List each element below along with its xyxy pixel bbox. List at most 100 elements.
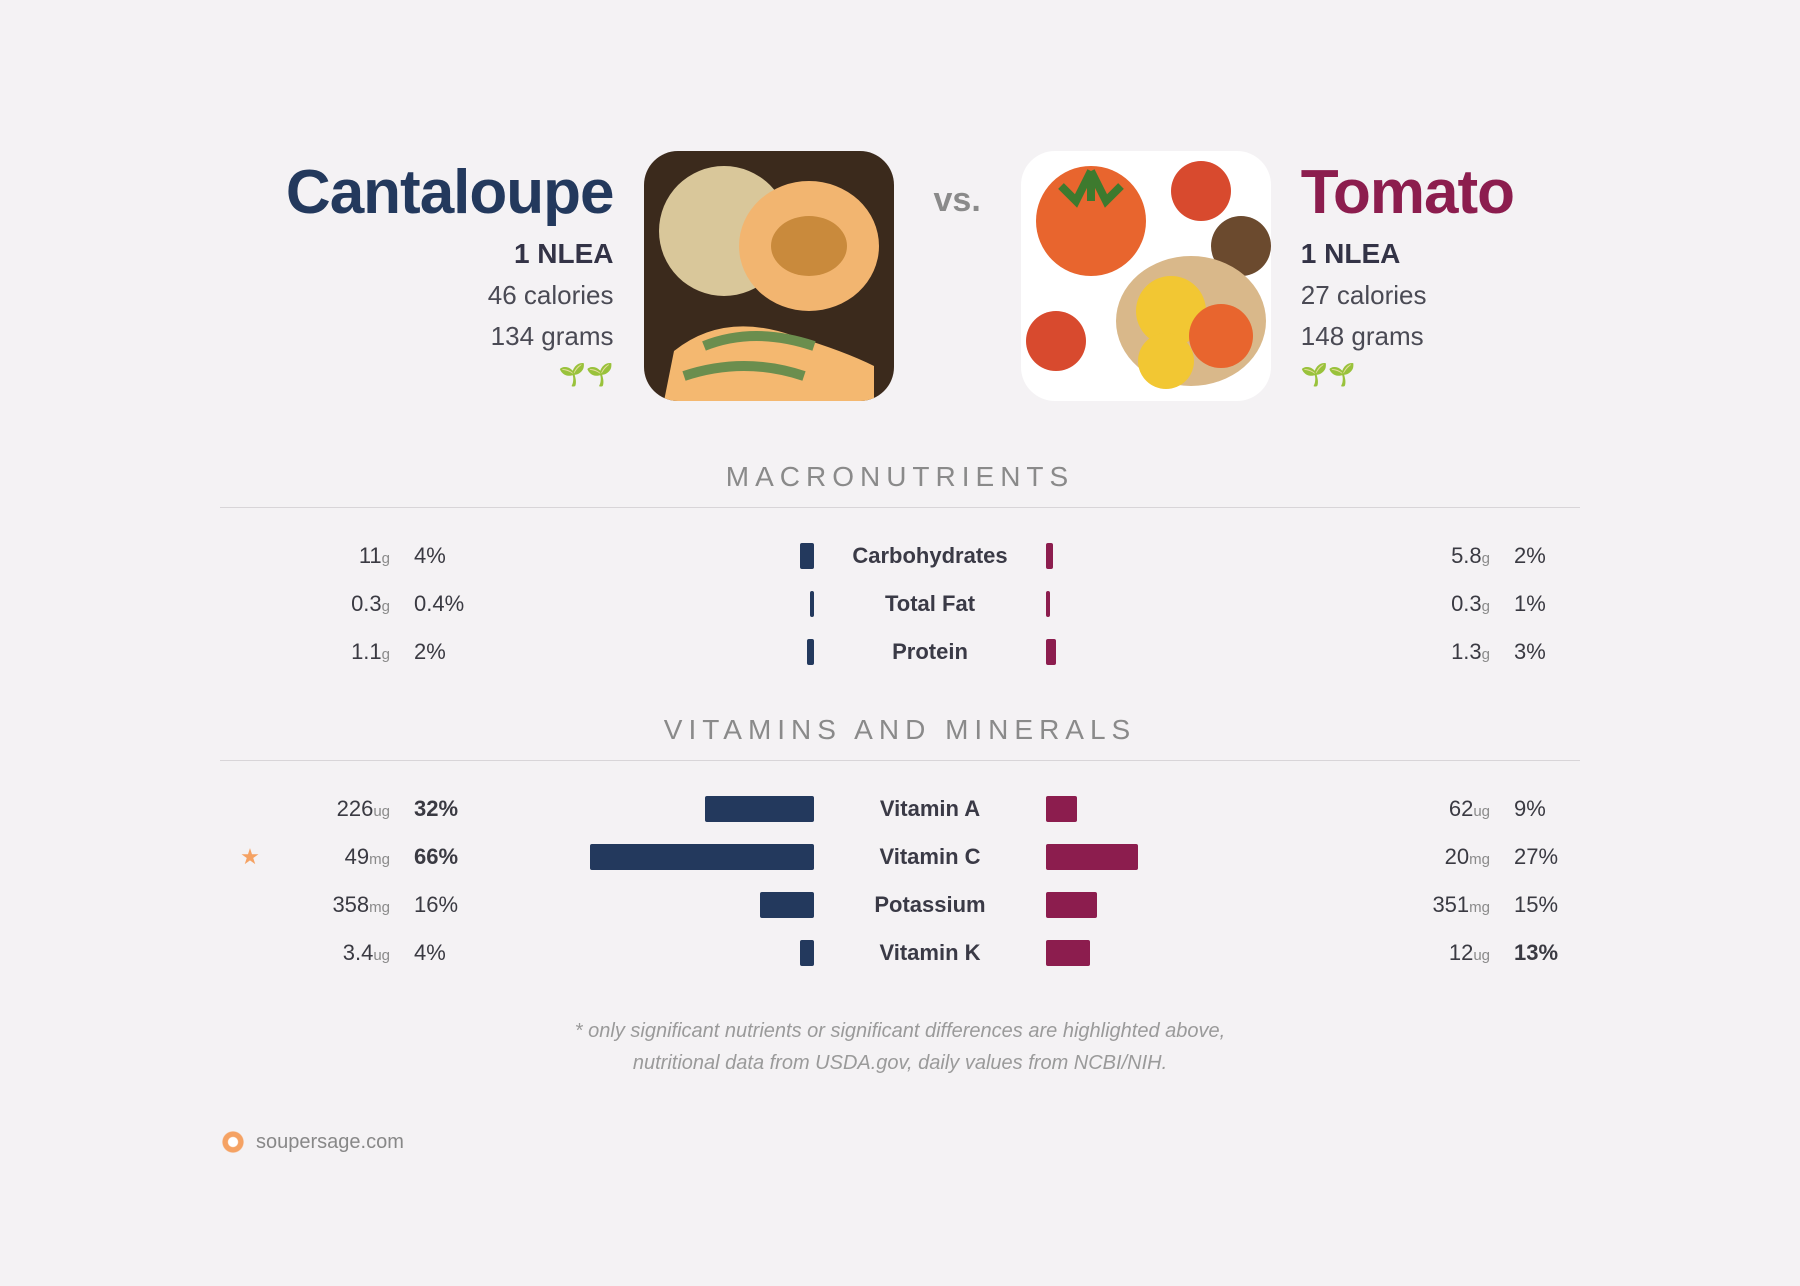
rows: 226ug32% Vitamin A 62ug9% ★49mg66% Vitamin C… (220, 785, 1580, 977)
nutrient-row: 1.1g2% Protein 1.3g3% (220, 628, 1580, 676)
sections-container: MACRONUTRIENTS11g4%Carbohydrates5.8g2%0.… (220, 461, 1580, 977)
left-bar (590, 844, 814, 870)
right-food: Tomato 1 NLEA 27 calories 148 grams 🌱🌱 (1021, 151, 1514, 401)
nutrient-label: Protein (820, 639, 1040, 665)
left-percent: 0.4% (400, 591, 480, 617)
left-grams: 134 grams (491, 321, 614, 352)
divider (220, 507, 1580, 508)
right-bar (1046, 639, 1056, 665)
nutrient-label: Vitamin K (820, 940, 1040, 966)
right-calories: 27 calories (1301, 280, 1514, 311)
footnote-line-2: nutritional data from USDA.gov, daily va… (220, 1047, 1580, 1079)
left-bar-container (480, 940, 820, 966)
star-icon: ★ (220, 844, 280, 870)
right-percent: 3% (1500, 639, 1580, 665)
left-value: 11g (280, 543, 400, 569)
header: Cantaloupe 1 NLEA 46 calories 134 grams … (220, 151, 1580, 401)
footer-text: soupersage.com (256, 1131, 404, 1154)
left-percent: 16% (400, 892, 480, 918)
left-value: 0.3g (280, 591, 400, 617)
left-value: 1.1g (280, 639, 400, 665)
comparison-card: Cantaloupe 1 NLEA 46 calories 134 grams … (120, 91, 1680, 1195)
left-serving: 1 NLEA (514, 238, 614, 270)
right-percent: 15% (1500, 892, 1580, 918)
nutrient-row: ★49mg66% Vitamin C 20mg27% (220, 833, 1580, 881)
divider (220, 760, 1580, 761)
left-bar (705, 796, 814, 822)
right-bar-container (1040, 591, 1380, 617)
left-bar (810, 591, 814, 617)
left-food: Cantaloupe 1 NLEA 46 calories 134 grams … (286, 151, 894, 401)
vs-label: vs. (934, 181, 981, 220)
left-food-title: Cantaloupe (286, 157, 614, 228)
right-food-title: Tomato (1301, 157, 1514, 228)
right-value: 5.8g (1380, 543, 1500, 569)
right-bar-container (1040, 543, 1380, 569)
right-value: 0.3g (1380, 591, 1500, 617)
nutrient-label: Vitamin A (820, 796, 1040, 822)
left-bar (760, 892, 814, 918)
left-percent: 4% (400, 940, 480, 966)
left-percent: 4% (400, 543, 480, 569)
right-bar-container (1040, 940, 1380, 966)
left-bar (800, 940, 814, 966)
nutrient-label: Total Fat (820, 591, 1040, 617)
right-grams: 148 grams (1301, 321, 1514, 352)
footnote: * only significant nutrients or signific… (220, 1015, 1580, 1079)
right-value: 62ug (1380, 796, 1500, 822)
section: VITAMINS AND MINERALS 226ug32% Vitamin A 62… (220, 714, 1580, 977)
left-food-info: Cantaloupe 1 NLEA 46 calories 134 grams … (286, 157, 614, 388)
right-bar-container (1040, 844, 1380, 870)
nutrient-row: 226ug32% Vitamin A 62ug9% (220, 785, 1580, 833)
right-value: 20mg (1380, 844, 1500, 870)
left-food-image (644, 151, 894, 401)
right-bar (1046, 796, 1077, 822)
left-value: 3.4ug (280, 940, 400, 966)
left-sprouts-icon: 🌱🌱 (559, 362, 614, 388)
right-sprouts-icon: 🌱🌱 (1301, 362, 1514, 388)
left-bar-container (480, 892, 820, 918)
right-value: 1.3g (1380, 639, 1500, 665)
footer-logo-icon (220, 1129, 246, 1155)
nutrient-row: 11g4% Carbohydrates 5.8g2% (220, 532, 1580, 580)
right-percent: 13% (1500, 940, 1580, 966)
right-bar-container (1040, 796, 1380, 822)
left-bar (800, 543, 814, 569)
left-value: 226ug (280, 796, 400, 822)
left-value: 358mg (280, 892, 400, 918)
section-title: MACRONUTRIENTS (220, 461, 1580, 493)
right-food-info: Tomato 1 NLEA 27 calories 148 grams 🌱🌱 (1301, 157, 1514, 388)
left-bar-container (480, 844, 820, 870)
right-bar-container (1040, 639, 1380, 665)
left-bar-container (480, 639, 820, 665)
right-percent: 2% (1500, 543, 1580, 569)
footer: soupersage.com (220, 1129, 1580, 1155)
right-bar (1046, 591, 1050, 617)
left-value: 49mg (280, 844, 400, 870)
left-bar-container (480, 796, 820, 822)
rows: 11g4%Carbohydrates5.8g2%0.3g0.4%Total Fa… (220, 532, 1580, 676)
nutrient-label: Vitamin C (820, 844, 1040, 870)
section: MACRONUTRIENTS11g4%Carbohydrates5.8g2%0.… (220, 461, 1580, 676)
left-bar (807, 639, 814, 665)
right-bar (1046, 892, 1097, 918)
right-value: 351mg (1380, 892, 1500, 918)
left-percent: 2% (400, 639, 480, 665)
left-bar-container (480, 591, 820, 617)
left-percent: 66% (400, 844, 480, 870)
nutrient-label: Carbohydrates (820, 543, 1040, 569)
left-bar-container (480, 543, 820, 569)
right-percent: 27% (1500, 844, 1580, 870)
right-percent: 9% (1500, 796, 1580, 822)
nutrient-row: 0.3g0.4%Total Fat0.3g1% (220, 580, 1580, 628)
nutrient-row: 3.4ug4%Vitamin K12ug13% (220, 929, 1580, 977)
right-bar (1046, 940, 1090, 966)
right-bar (1046, 844, 1138, 870)
left-calories: 46 calories (488, 280, 614, 311)
left-percent: 32% (400, 796, 480, 822)
footnote-line-1: * only significant nutrients or signific… (220, 1015, 1580, 1047)
section-title: VITAMINS AND MINERALS (220, 714, 1580, 746)
right-bar (1046, 543, 1053, 569)
nutrient-row: 358mg16%Potassium351mg15% (220, 881, 1580, 929)
right-food-image (1021, 151, 1271, 401)
